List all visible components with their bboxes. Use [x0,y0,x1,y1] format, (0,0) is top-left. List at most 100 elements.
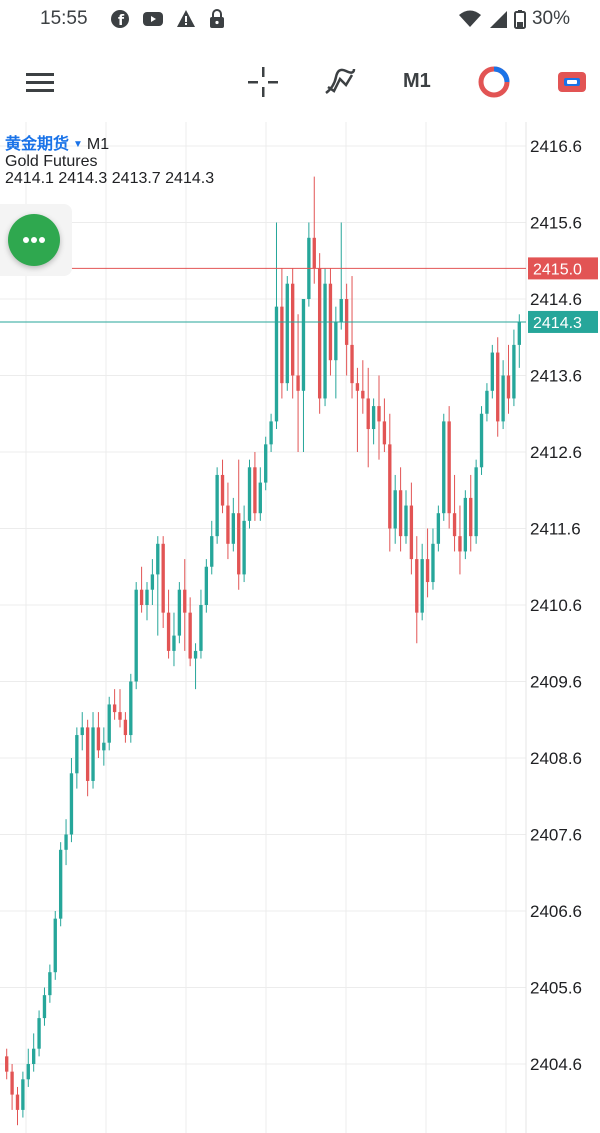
candle-body [334,321,338,361]
candle-body [166,612,171,651]
notification-icons: f [110,9,226,29]
price-line-label: 2415.0 [533,261,582,278]
candle-body [264,444,268,483]
candle-body [512,344,516,399]
candle-body [388,444,392,529]
candle-body [204,566,209,605]
candle-body [463,497,468,552]
candle-body [69,773,74,835]
symbol-name[interactable]: 黄金期货 [5,136,70,153]
candle-body [517,321,521,345]
y-tick-label: 2410.6 [530,596,582,615]
candle-body [425,559,430,583]
chart-style-icon[interactable] [476,64,512,100]
candle-body [139,589,144,605]
candle-body [10,1071,14,1095]
candle-body [442,421,446,514]
facebook-icon: f [111,10,129,29]
candle-body [53,918,57,973]
system-icons: 30% [458,8,570,30]
candle-body [485,390,489,414]
candle-body [447,421,451,514]
candle-body [339,299,343,322]
menu-icon[interactable] [22,64,58,100]
more-dots-icon [23,237,45,243]
y-tick-label: 2414.6 [530,290,582,309]
chart-toolbar: M1 [0,50,600,114]
candle-body [26,1064,30,1080]
candle-body [231,513,235,544]
candle-body [479,413,484,468]
candle-body [161,543,165,613]
candle-body [258,482,262,514]
candle-body [15,1094,20,1110]
trade-icon[interactable] [554,64,590,100]
candle-body [150,574,155,590]
candle-body [409,505,414,560]
candle-body [420,559,424,613]
battery-level: 30% [531,8,570,29]
price-chart[interactable]: 2416.6 2415.6 2414.6 2413.6 2412.6 2411.6 2410… [0,122,600,1133]
candle-body [48,972,52,996]
wifi-icon [458,10,481,27]
candle-body [415,559,419,613]
indicators-icon[interactable] [322,64,358,100]
candle-body [237,513,241,575]
candle-body [280,306,284,384]
candle-body [32,1048,36,1064]
symbol-dropdown-icon[interactable]: ▼ [73,139,83,150]
candle-body [210,536,214,567]
ohlc-values: 2414.1 2414.3 2413.7 2414.3 [5,170,215,187]
candle-body [350,344,354,384]
candle-body [226,505,230,544]
price-label-background [528,257,598,280]
y-tick-label: 2404.6 [530,1055,582,1074]
candle-body [404,505,408,537]
candle-body [490,352,494,391]
timeframe-button[interactable]: M1 [403,70,431,92]
symbol-timeframe: M1 [86,136,110,153]
candle-body [220,474,225,506]
candle-body [496,352,500,422]
y-tick-label: 2415.6 [530,214,582,233]
candle-body [274,306,279,422]
candle-body [247,467,252,521]
candle-body [183,589,187,613]
status-bar: 15:55 f 30% [0,0,600,38]
candle-body [199,605,203,651]
y-tick-label: 2411.6 [530,520,581,539]
candle-body [193,650,198,659]
price-line-label: 2414.3 [533,315,582,332]
candle-body [355,383,360,391]
signal-icon [489,11,507,28]
candle-body [42,995,47,1019]
candle-body [64,834,68,850]
lock-icon [210,9,224,28]
candle-body [107,704,111,743]
y-tick-label: 2413.6 [530,367,582,386]
candle-body [96,727,101,751]
symbol-info: 黄金期货 ▼ M1 Gold Futures 2414.1 2414.3 241… [5,136,214,187]
candle-body [323,283,327,399]
candle-body [312,237,316,269]
crosshair-icon[interactable] [245,64,281,100]
y-tick-label: 2416.6 [530,137,582,156]
candle-body [58,849,63,919]
candle-body [253,467,257,514]
status-time: 15:55 [40,8,88,29]
candle-body [5,1056,9,1072]
candle-body [291,283,295,376]
candle-body [501,375,505,422]
candle-body [123,719,128,736]
more-options-button[interactable] [8,214,60,266]
candle-body [458,536,462,552]
candle-body [469,497,473,537]
candle-body [436,513,441,544]
candle-body [37,1018,41,1049]
candle-body [21,1079,25,1110]
candle-body [371,406,376,430]
candle-body [361,390,365,399]
alert-icon [177,10,195,27]
svg-text:f: f [118,13,125,29]
candle-body [269,421,273,445]
